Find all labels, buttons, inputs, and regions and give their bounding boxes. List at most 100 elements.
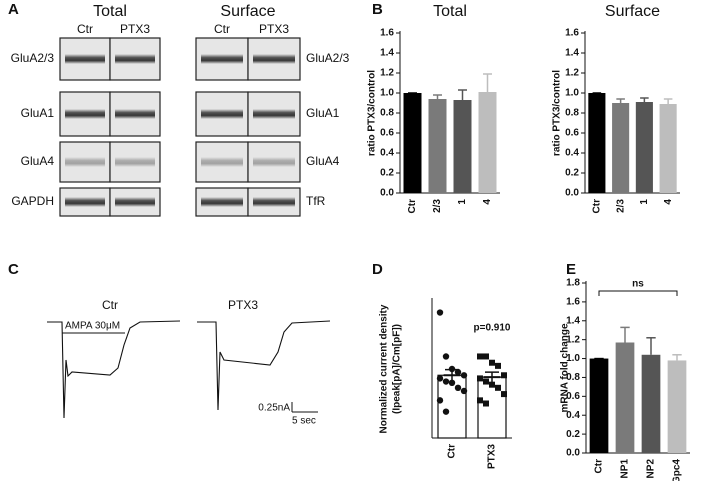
bar (641, 354, 661, 453)
blot-band (253, 109, 295, 119)
y-axis-label: (Ipeak[pA]/Cm[pF]) (392, 324, 403, 414)
blot-band (253, 157, 295, 167)
x-tick-label: 4 (663, 199, 674, 205)
y-axis-label: Normalized current density (379, 304, 390, 433)
bar (428, 99, 447, 193)
y-tick-label: 0.4 (565, 148, 579, 159)
data-point (454, 368, 462, 376)
blot-band (65, 157, 105, 167)
blot-band (201, 54, 243, 64)
data-point (436, 397, 444, 404)
y-tick-label: 1.2 (565, 68, 579, 79)
lane-label: PTX3 (120, 22, 150, 36)
x-tick-label: Ctr (594, 459, 605, 474)
y-axis-label: ratio PTX3/control (367, 70, 378, 156)
y-tick-label: 1.0 (565, 88, 579, 99)
bar (615, 342, 635, 453)
bar (588, 93, 606, 193)
y-tick-label: 0.8 (566, 372, 580, 383)
blot-band (115, 197, 155, 207)
blot-band (201, 109, 243, 119)
y-tick-label: 0.4 (380, 148, 394, 159)
y-axis-label: mRNA fold change (560, 323, 571, 413)
x-tick-label: Ctr (407, 199, 418, 214)
blot-band (201, 197, 243, 207)
y-tick-label: 0.2 (380, 168, 394, 179)
bar (667, 360, 687, 453)
data-point (501, 372, 507, 379)
significance-bracket (598, 290, 678, 296)
y-tick-label: 0.2 (565, 168, 579, 179)
x-tick-label: 2/3 (432, 199, 443, 213)
data-point (436, 375, 444, 382)
x-tick-label: NP2 (646, 459, 657, 479)
y-tick-label: 0.6 (566, 391, 580, 402)
data-point (501, 391, 507, 398)
scale-label: 0.25nA (258, 403, 290, 414)
row-label: GluA1 (306, 106, 340, 120)
bar (659, 104, 677, 193)
y-tick-label: 1.6 (565, 28, 579, 39)
blot-band (115, 157, 155, 167)
scale-label: 5 sec (292, 416, 316, 427)
blot-band (65, 54, 105, 64)
blot-title: Total (93, 3, 127, 20)
trace-label: Ctr (102, 298, 118, 312)
data-point (460, 372, 468, 379)
lane-label: Ctr (77, 22, 93, 36)
x-tick-label: Ctr (592, 199, 603, 214)
x-tick-label: Gpc4 (672, 459, 683, 481)
x-tick-label: 1 (639, 199, 650, 205)
blot-band (253, 197, 295, 207)
chart-title: Total (433, 3, 467, 20)
data-point (442, 408, 450, 415)
data-point (483, 353, 489, 360)
data-point (448, 365, 456, 373)
x-tick-label: 1 (457, 199, 468, 205)
current-traces (47, 320, 331, 419)
data-point (477, 397, 483, 404)
data-point (495, 384, 501, 391)
y-tick-label: 0.0 (566, 448, 580, 459)
data-point (477, 353, 483, 360)
data-point (483, 400, 489, 407)
bar (478, 92, 497, 193)
y-tick-label: 1.2 (566, 334, 580, 345)
y-tick-label: 1.2 (380, 68, 394, 79)
row-label: GluA2/3 (11, 51, 55, 65)
y-tick-label: 1.0 (380, 88, 394, 99)
data-point (454, 384, 462, 392)
data-point (489, 381, 495, 388)
trace-label: PTX3 (228, 298, 258, 312)
row-label: GAPDH (11, 194, 54, 208)
blot-band (65, 197, 105, 207)
row-label: TfR (306, 194, 326, 208)
x-tick-label: PTX3 (487, 444, 498, 469)
data-point (460, 387, 468, 395)
panel-label: A (8, 1, 19, 18)
y-tick-label: 1.4 (565, 48, 579, 59)
blot-band (253, 54, 295, 64)
lane-label: Ctr (214, 22, 230, 36)
data-point (448, 379, 456, 386)
row-label: GluA2/3 (306, 51, 350, 65)
panel-label: E (566, 261, 576, 278)
data-point (483, 378, 489, 385)
stimulus-label: AMPA 30μM (65, 321, 120, 332)
row-label: GluA4 (21, 154, 55, 168)
y-tick-label: 1.0 (566, 353, 580, 364)
x-tick-label: NP1 (620, 459, 631, 479)
row-label: GluA1 (21, 106, 55, 120)
bar (635, 102, 653, 193)
y-tick-label: 0.6 (565, 128, 579, 139)
panel-label: B (372, 1, 383, 18)
blot-band (115, 109, 155, 119)
y-tick-label: 1.4 (566, 315, 580, 326)
x-tick-label: Ctr (447, 444, 458, 459)
y-axis-label: ratio PTX3/control (552, 70, 563, 156)
bar (453, 100, 472, 193)
y-tick-label: 1.4 (380, 48, 394, 59)
blot-band (115, 54, 155, 64)
panel-label: C (8, 261, 19, 278)
y-tick-label: 1.6 (566, 297, 580, 308)
